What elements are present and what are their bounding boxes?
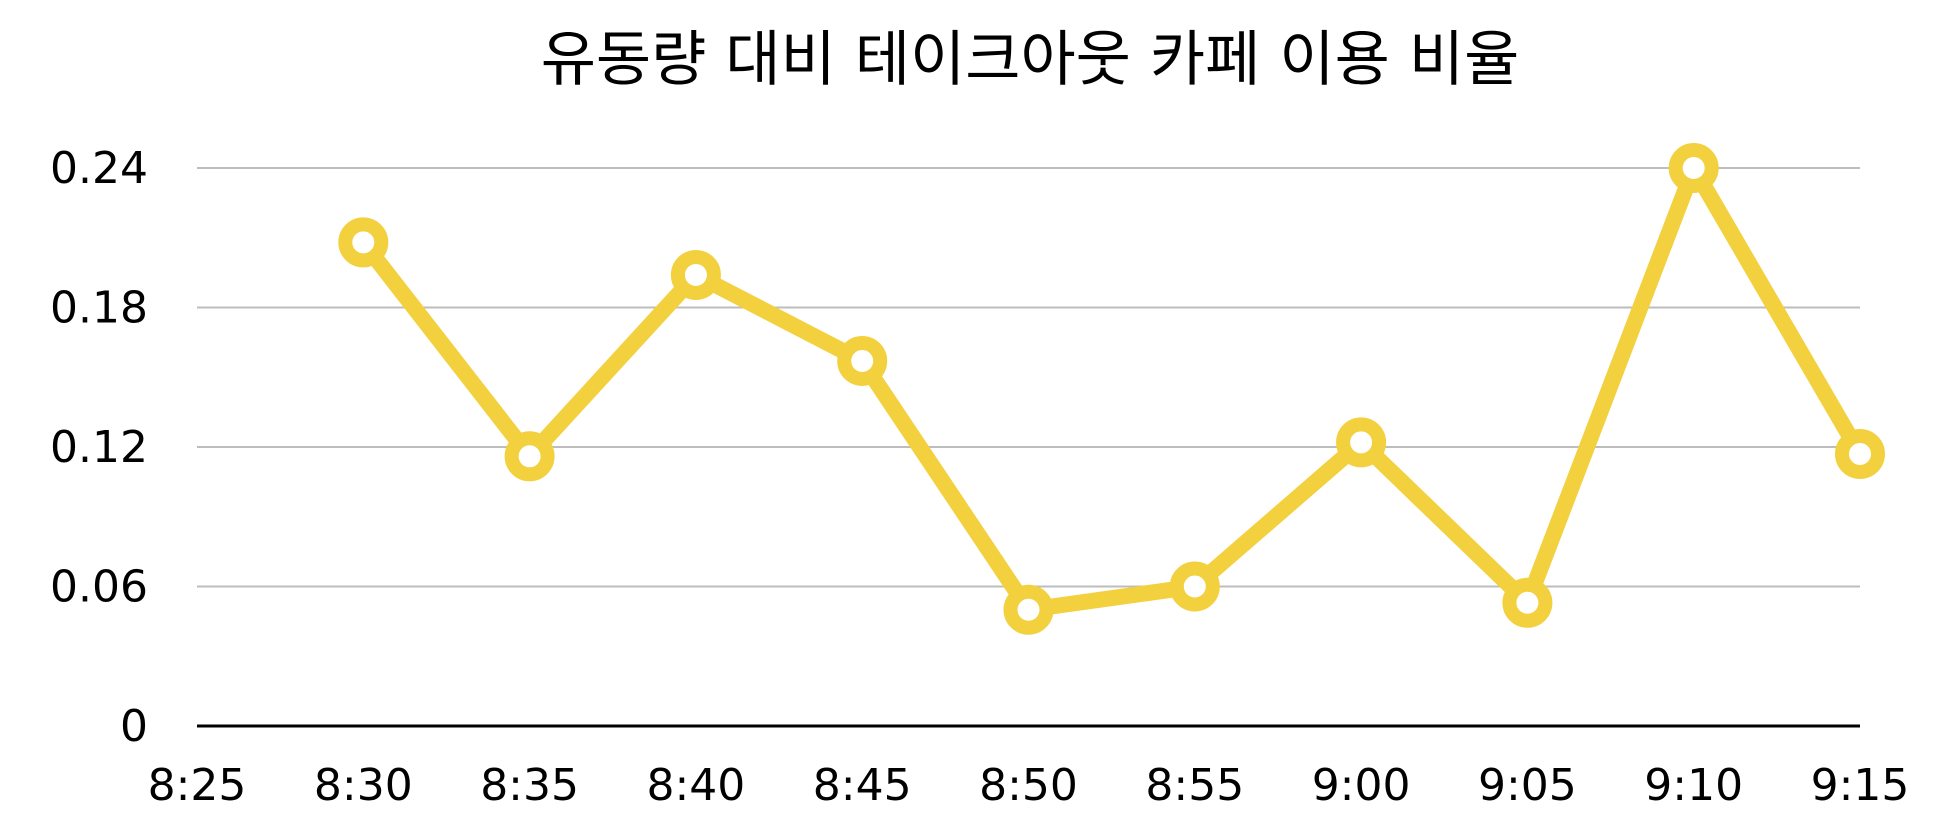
x-tick-label: 9:00 — [1312, 760, 1411, 811]
y-tick-label: 0.12 — [50, 422, 148, 473]
x-tick-label: 8:55 — [1145, 760, 1244, 811]
y-axis-ticks: 0 0.06 0.12 0.18 0.24 — [50, 143, 148, 752]
data-point — [1668, 143, 1719, 193]
y-tick-label: 0.06 — [50, 562, 148, 613]
y-tick-label: 0.24 — [50, 143, 148, 194]
x-tick-label: 8:35 — [480, 760, 579, 811]
y-tick-label: 0 — [120, 701, 148, 752]
data-point — [338, 217, 389, 268]
x-tick-label: 8:40 — [646, 760, 745, 811]
data-point — [504, 431, 555, 482]
data-point — [1003, 584, 1054, 635]
data-point — [1835, 428, 1885, 479]
series-line — [355, 160, 1868, 618]
data-point — [1336, 417, 1387, 468]
data-point — [837, 335, 888, 386]
x-tick-label: 9:10 — [1644, 760, 1743, 811]
x-tick-label: 8:45 — [813, 760, 912, 811]
data-point — [1169, 561, 1220, 612]
x-tick-label: 8:30 — [314, 760, 413, 811]
x-tick-label: 8:50 — [979, 760, 1078, 811]
x-tick-label: 9:05 — [1478, 760, 1577, 811]
y-tick-label: 0.18 — [50, 283, 148, 334]
data-point — [1502, 577, 1553, 628]
series-layer — [338, 143, 1885, 635]
x-tick-label: 9:15 — [1811, 760, 1910, 811]
data-point — [670, 249, 721, 300]
x-axis-ticks: 8:25 8:30 8:35 8:40 8:45 8:50 8:55 9:00 9:05 9:10… — [148, 760, 1910, 811]
x-tick-label: 8:25 — [148, 760, 247, 811]
chart-title: 유동량 대비 테이크아웃 카페 이용 비율 — [541, 25, 1520, 95]
